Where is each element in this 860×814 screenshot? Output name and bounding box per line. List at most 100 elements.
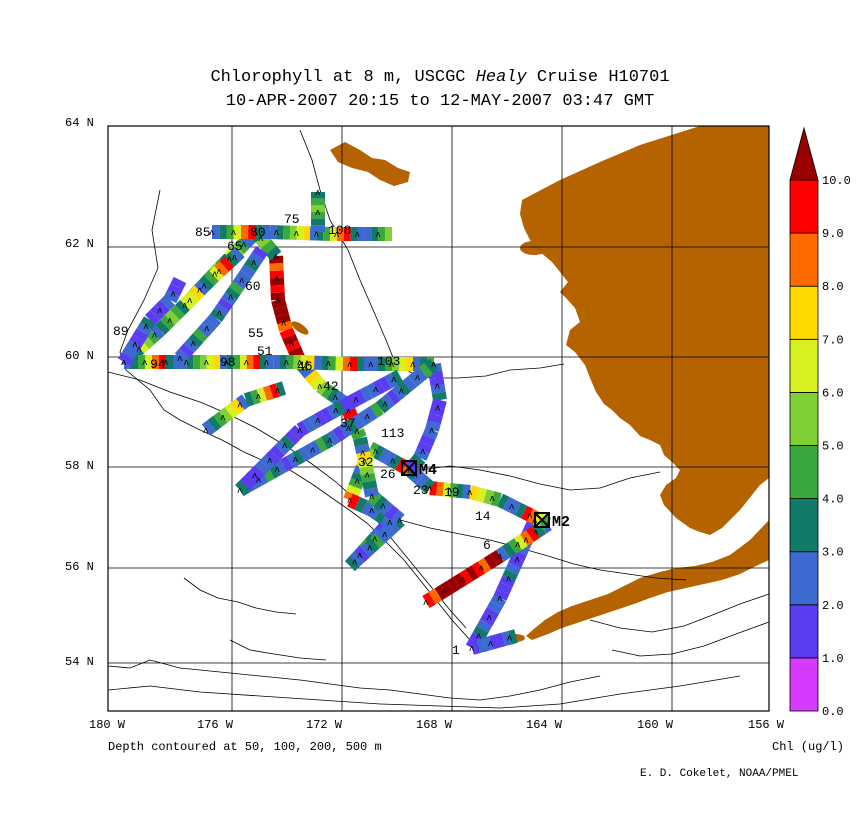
track-marker: ʌ: [170, 289, 176, 299]
track-marker: ʌ: [389, 360, 395, 370]
colorbar-swatch: [789, 498, 819, 553]
track-segment: [472, 625, 489, 639]
lat-tick-58: 58 N: [65, 459, 94, 473]
track-segment: [400, 460, 414, 477]
track-segment: [490, 491, 502, 507]
track-segment: [214, 261, 230, 277]
track-segment: [490, 594, 507, 608]
map-frame: [107, 125, 770, 712]
track-segment: [145, 329, 160, 345]
lat-tick-62: 62 N: [65, 237, 94, 251]
track-marker: ʌ: [237, 486, 243, 496]
track-segment: [217, 297, 233, 312]
mooring-box-icon: [534, 512, 550, 528]
track-segment: [359, 385, 374, 402]
colorbar-tick-label: 8.0: [822, 280, 844, 294]
track-segment: [303, 443, 317, 459]
track-segment: [155, 320, 170, 335]
track-segment: [354, 443, 370, 454]
track-segment: [286, 452, 300, 469]
station-label: 42: [323, 379, 339, 394]
track-segment: [155, 300, 170, 315]
track-segment: [429, 405, 445, 417]
station-label: 60: [245, 279, 261, 294]
track-segment: [174, 348, 190, 363]
track-segment: [261, 466, 275, 483]
track-segment: [287, 346, 304, 359]
track-segment: [338, 422, 353, 438]
track-segment: [372, 445, 385, 461]
track-marker: ʌ: [490, 494, 496, 504]
colorbar-swatch: [789, 551, 819, 606]
track-marker: ʌ: [244, 358, 250, 368]
track-marker: ʌ: [256, 476, 262, 486]
lon-tick-160: 160 W: [637, 718, 674, 732]
station-label: 46: [297, 359, 313, 374]
track-marker: ʌ: [275, 386, 281, 396]
track-segment: [428, 370, 444, 380]
track-segment: [256, 387, 268, 403]
track-segment: [279, 327, 296, 340]
track-marker: ʌ: [442, 587, 448, 597]
track-marker: ʌ: [121, 358, 127, 368]
track-segment: [245, 470, 260, 485]
track-marker: ʌ: [258, 234, 264, 244]
track-segment: [380, 524, 395, 539]
colorbar-overflow-arrow: [789, 126, 819, 181]
lon-tick-176: 176 W: [197, 718, 234, 732]
track-marker: ʌ: [216, 267, 222, 277]
track-marker: ʌ: [435, 404, 441, 414]
track-marker: ʌ: [399, 386, 405, 396]
track-segment: [183, 338, 199, 353]
station-label: 94: [150, 357, 166, 372]
track-segment: [413, 448, 430, 461]
track-segment: [197, 323, 213, 338]
track-segment: [129, 334, 145, 348]
track-segment: [132, 328, 149, 342]
track-segment: [372, 379, 386, 395]
track-segment: [207, 415, 222, 432]
track-segment: [270, 445, 285, 460]
track-marker: ʌ: [289, 339, 295, 349]
track-segment: [236, 394, 251, 410]
lat-tick-56: 56 N: [65, 560, 94, 574]
track-marker: ʌ: [177, 354, 183, 364]
track-segment: [260, 239, 277, 255]
track-segment: [320, 433, 334, 450]
station-label: 14: [475, 509, 491, 524]
track-segment: [275, 381, 287, 397]
track-segment: [483, 489, 495, 505]
track-marker: ʌ: [197, 285, 203, 295]
map-title: Chlorophyll at 8 m, USCGC Healy Cruise H…: [108, 68, 772, 87]
track-segment: [354, 496, 368, 514]
mooring-label-m2: M2: [552, 514, 570, 531]
track-segment: [332, 400, 347, 417]
track-marker: ʌ: [460, 575, 466, 585]
track-segment: [206, 313, 222, 328]
track-segment: [430, 384, 446, 394]
station-label: 80: [250, 225, 266, 240]
track-segment: [479, 613, 496, 627]
track-segment: [271, 298, 287, 310]
track-marker: ʌ: [347, 360, 353, 370]
station-label: 103: [377, 354, 400, 369]
graticule: [108, 126, 769, 711]
track-segment: [383, 451, 397, 467]
track-marker: ʌ: [334, 230, 340, 240]
station-label: 37: [340, 416, 356, 431]
track-segment: [367, 490, 383, 507]
track-segment: [118, 352, 134, 366]
track-segment: [339, 396, 353, 413]
station-label: 32: [358, 455, 374, 470]
track-segment: [321, 383, 335, 399]
track-marker: ʌ: [362, 457, 368, 467]
track-segment: [435, 481, 445, 497]
track-segment: [415, 473, 430, 489]
track-segment: [446, 576, 461, 593]
track-segment: [326, 430, 341, 446]
station-label: 85: [195, 225, 211, 240]
track-marker: ʌ: [533, 528, 539, 538]
track-segment: [175, 300, 190, 315]
track-segment: [470, 639, 481, 655]
colorbar-tick-label: 3.0: [822, 546, 844, 560]
